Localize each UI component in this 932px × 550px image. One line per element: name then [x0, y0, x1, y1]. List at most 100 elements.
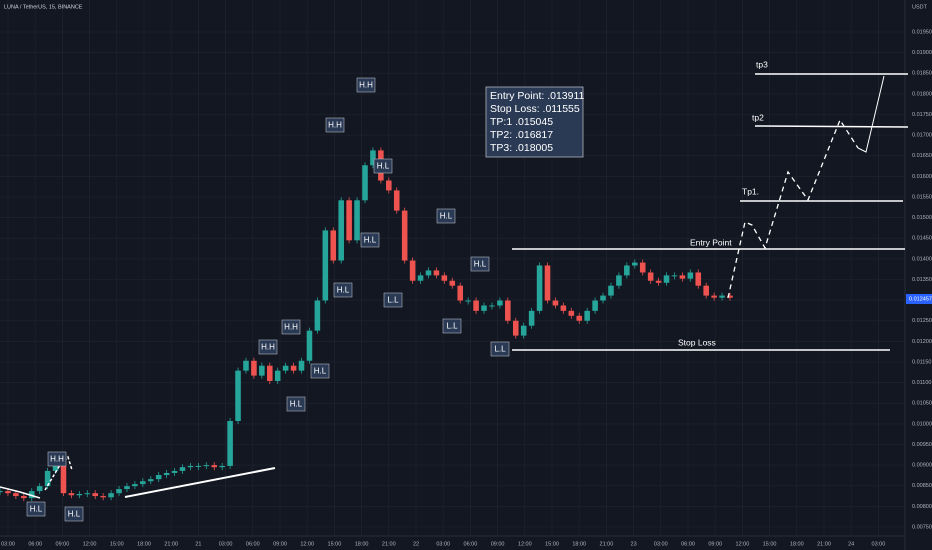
candle-body: [433, 270, 440, 276]
candle-body: [179, 467, 186, 471]
candle-body: [28, 491, 35, 499]
projection-path: [857, 75, 885, 153]
candle-body: [330, 230, 337, 261]
candle-body: [92, 493, 98, 497]
candle-body: [679, 275, 686, 279]
annotation: H.H: [50, 455, 64, 464]
candle-body: [338, 200, 344, 261]
candle-body: [259, 365, 265, 376]
candle-body: [560, 305, 567, 311]
annotation-box: [333, 282, 353, 298]
candle-body: [163, 472, 170, 476]
annotation: H.H: [328, 121, 342, 130]
y-tick-label: 0.00750: [912, 524, 932, 530]
candle-body: [68, 493, 75, 496]
candle-body: [116, 489, 122, 494]
candle-body: [481, 305, 487, 311]
candle-body: [520, 325, 527, 336]
y-tick-label: 0.01700: [912, 133, 932, 139]
x-tick-label: 21:00: [600, 541, 614, 547]
axes: 0.01950 0.01900 0.01850 0.01800 0.01750 0.017…: [1, 29, 932, 547]
candle-body: [140, 481, 146, 485]
annotations: H.L H.H H.L H.H H.H H.L H.L H.L H.H H.H H.L H.L L.L H…: [26, 77, 510, 522]
annotation: H.L: [364, 236, 377, 245]
info-line: TP2: .016817: [490, 129, 553, 141]
annotation: H.H: [284, 323, 298, 332]
x-tick-label: 03:00: [872, 541, 886, 547]
x-tick-label: 09:00: [273, 541, 287, 547]
annotation-box: [325, 117, 345, 133]
candle-body: [568, 310, 575, 316]
y-tick-label: 0.00950: [912, 442, 932, 448]
candle-body: [243, 360, 249, 371]
y-tick-label: 0.01250: [912, 318, 932, 324]
candle-body: [473, 300, 479, 311]
y-tick-label: 0.01650: [912, 153, 932, 159]
candle-body: [727, 295, 733, 298]
annotation-box: [310, 363, 330, 379]
candle-body: [36, 486, 43, 492]
candle-body: [100, 496, 106, 498]
x-tick-label: 21:00: [382, 541, 396, 547]
candle-body: [76, 494, 83, 496]
candle-body: [576, 315, 583, 321]
candle-body: [512, 320, 519, 336]
candle-body: [655, 280, 662, 283]
tp1-label: Tp1.: [742, 186, 759, 196]
y-tick-label: 0.01550: [912, 194, 932, 200]
x-tick-label: 23: [631, 541, 637, 547]
y-tick-label: 0.01150: [912, 359, 931, 365]
annotation: H.L: [314, 367, 327, 376]
annotation-box: [442, 318, 462, 334]
x-tick-label: 12:00: [518, 541, 532, 547]
candle-body: [314, 300, 321, 331]
y-tick-label: 0.00900: [912, 463, 932, 469]
candle-body: [282, 365, 289, 371]
y-tick-label: 0.01350: [912, 277, 932, 283]
x-tick-label: 06:00: [464, 541, 478, 547]
candle-body: [687, 272, 694, 279]
trend-line: [0, 486, 41, 499]
candle-body: [425, 270, 432, 276]
candle-body: [147, 479, 154, 482]
candle-body: [457, 285, 463, 301]
annotation-box: [64, 506, 84, 522]
annotation: H.L: [290, 400, 303, 409]
x-tick-label: 12:00: [300, 541, 314, 547]
x-tick-label: 03:00: [219, 541, 233, 547]
candle-body: [647, 272, 654, 281]
x-tick-label: 22: [413, 541, 419, 547]
candle-body: [417, 275, 424, 281]
y-tick-label: 0.01950: [912, 29, 932, 35]
annotation-box: [436, 208, 456, 224]
candle-body: [544, 265, 551, 301]
info-line: Stop Loss: .011555: [490, 103, 580, 115]
candle-body: [84, 493, 91, 495]
x-tick-label: 09:00: [491, 541, 505, 547]
candle-body: [211, 465, 218, 468]
candle-body: [584, 310, 590, 321]
y-tick-label: 0.00800: [912, 504, 932, 510]
candle-body: [671, 275, 678, 277]
x-tick-label: 06:00: [246, 541, 260, 547]
y-tick-label: 0.01000: [912, 421, 932, 427]
annotation-box: [470, 256, 490, 272]
y-tick-label: 0.01850: [912, 71, 932, 77]
x-tick-label: 03:00: [436, 541, 450, 547]
candle-body: [409, 260, 416, 281]
x-tick-label: 21:00: [164, 541, 178, 547]
candle-body: [267, 365, 273, 381]
candle-body: [465, 300, 471, 302]
annotation: H.L: [377, 162, 390, 171]
x-tick-label: 15:00: [545, 541, 559, 547]
x-tick-label: 12:00: [736, 541, 750, 547]
info-box-bg: [485, 86, 584, 158]
last-price-tag: [906, 294, 932, 304]
candle-body: [251, 360, 257, 376]
x-tick-label: 12:00: [83, 541, 97, 547]
candle-body: [632, 262, 638, 266]
annotation: H.L: [474, 260, 487, 269]
candle-body: [639, 262, 646, 273]
candle-body: [600, 295, 606, 301]
stop-label: Stop Loss: [678, 337, 716, 347]
